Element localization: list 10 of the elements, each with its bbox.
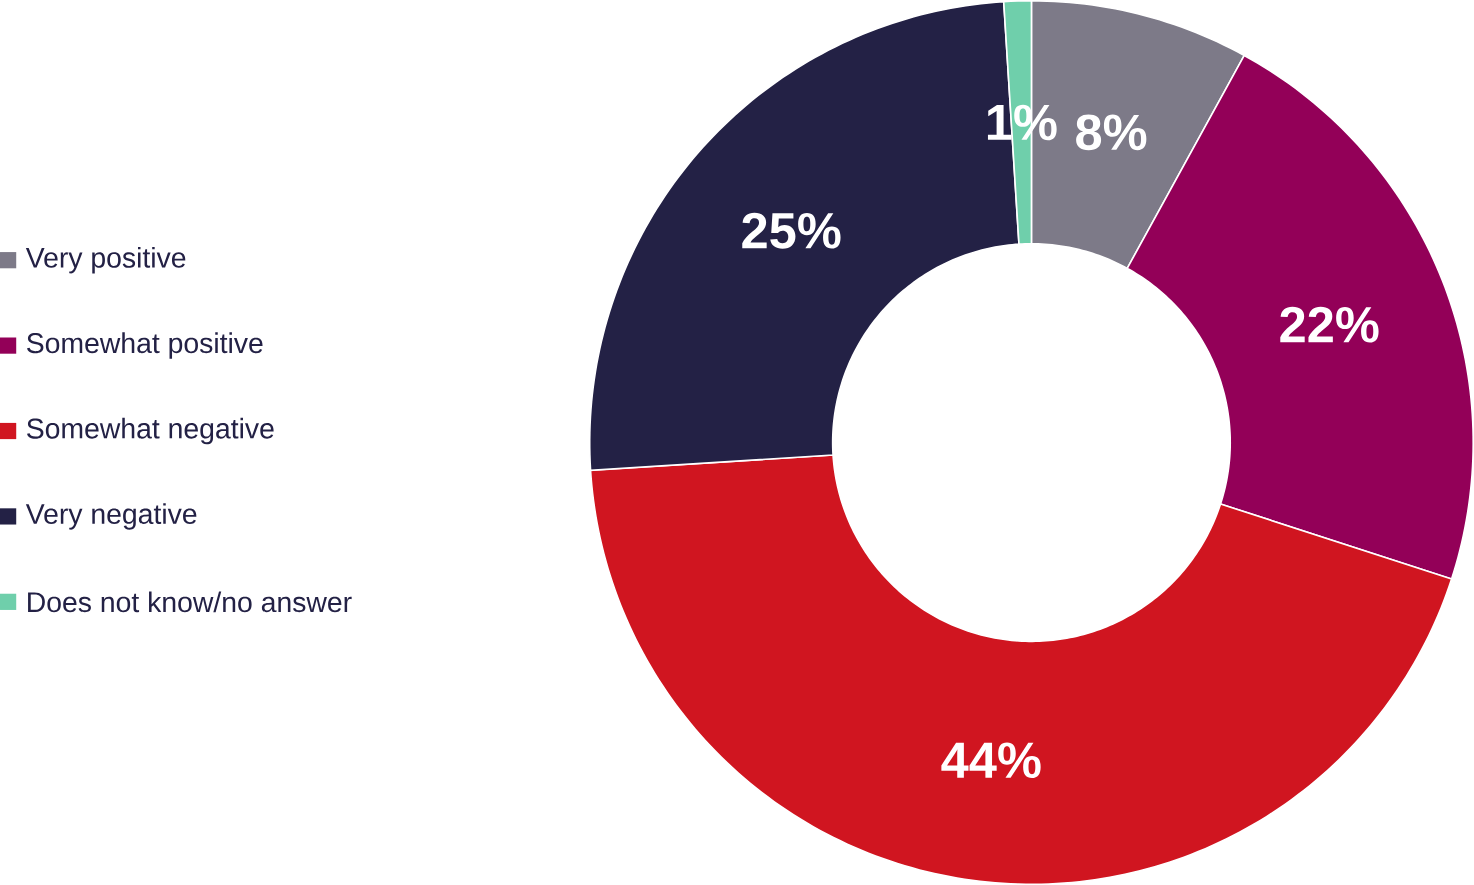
- legend-label: Somewhat positive: [27, 332, 263, 359]
- data-label: 8%: [1076, 114, 1147, 151]
- legend-label: Does not know/no answer: [28, 591, 352, 613]
- legend-label: Very negative: [25, 503, 197, 530]
- legend-label: Somewhat negative: [27, 417, 274, 445]
- data-label: 44%: [941, 742, 1041, 779]
- data-label: 25%: [742, 212, 841, 249]
- data-label: 22%: [1280, 306, 1379, 343]
- data-label: 1%: [987, 104, 1057, 141]
- legend-label: Very positive: [25, 246, 186, 274]
